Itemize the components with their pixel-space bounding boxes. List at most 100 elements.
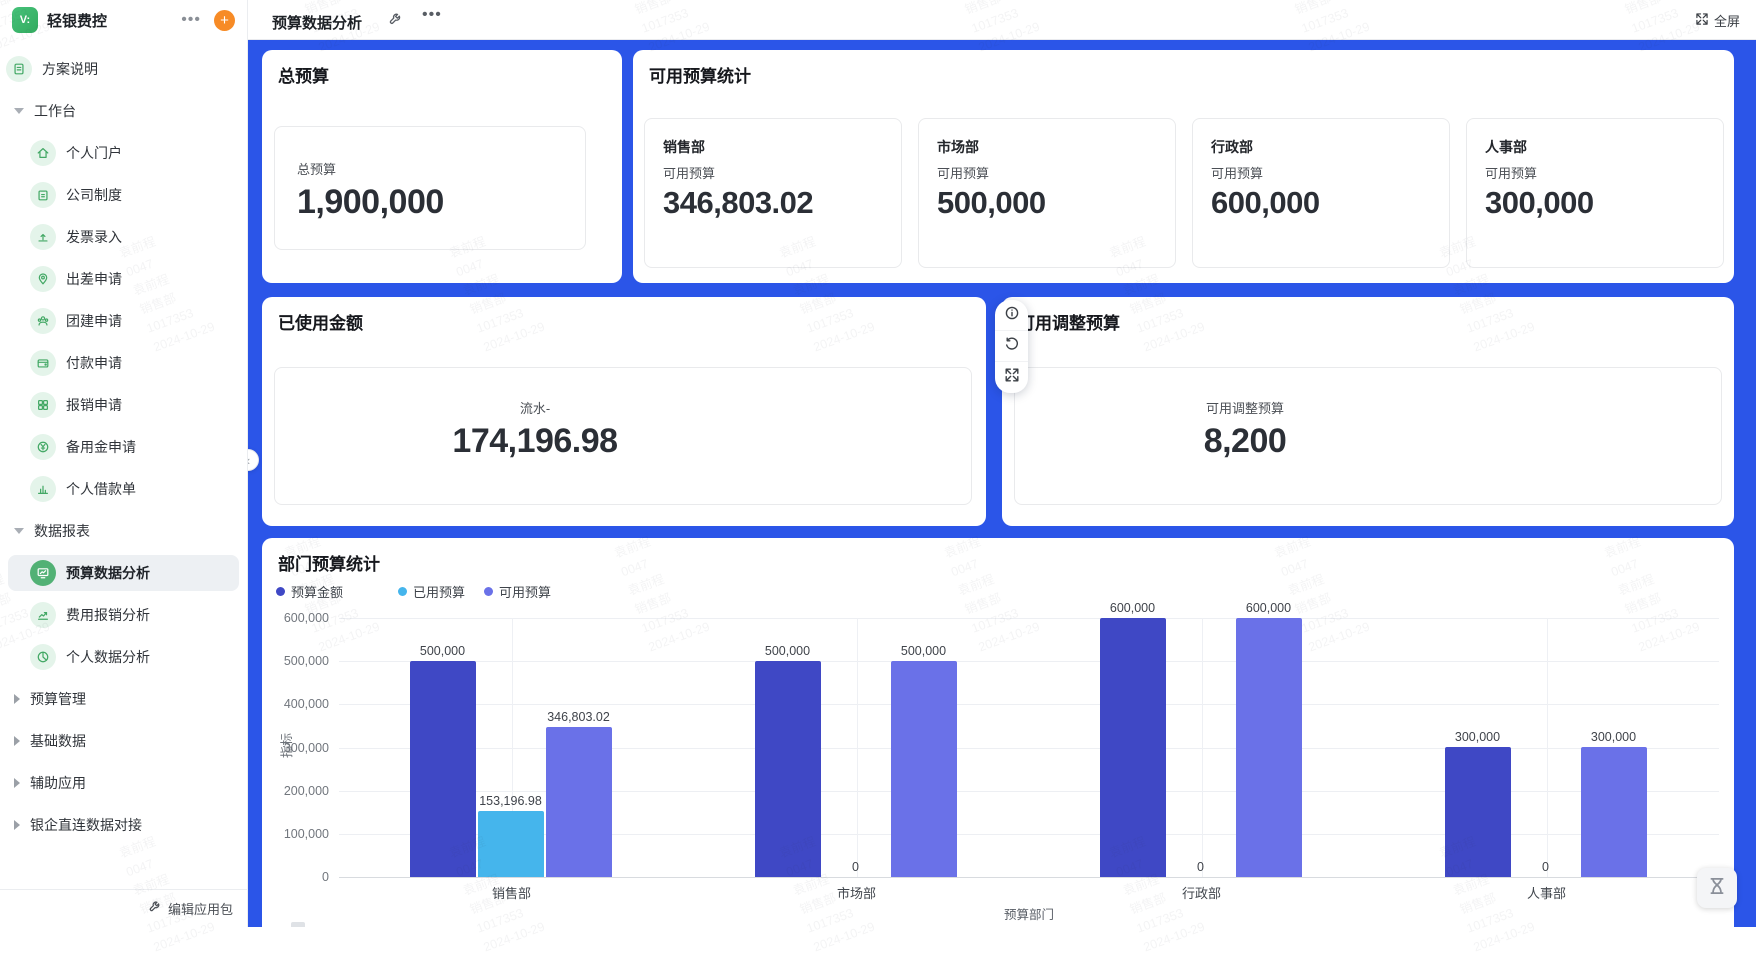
sidebar-item-label: 公司制度 — [66, 187, 122, 203]
doc-icon — [6, 56, 32, 82]
chevron-right-icon — [14, 736, 20, 746]
add-button[interactable]: + — [214, 9, 235, 31]
total-budget-stat-card: 总预算 1,900,000 — [274, 126, 586, 250]
chevron-right-icon — [14, 694, 20, 704]
sidebar-item-0-1[interactable]: 公司制度 — [0, 174, 247, 216]
sidebar-item-1-1[interactable]: 费用报销分析 — [0, 594, 247, 636]
sidebar-item-plan-description[interactable]: 方案说明 — [0, 48, 247, 90]
edit-app-package-label: 编辑应用包 — [167, 902, 233, 917]
sidebar-item-1-2[interactable]: 个人数据分析 — [0, 636, 247, 678]
sidebar-section-2[interactable]: 预算管理 — [0, 678, 247, 720]
sidebar-item-label: 费用报销分析 — [66, 607, 150, 623]
adjustable-budget-card: 可用调整预算 可用调整预算 8,200 — [1002, 297, 1734, 526]
topbar: 预算数据分析 ••• 全屏 — [248, 0, 1756, 40]
sidebar-item-label: 个人数据分析 — [66, 649, 150, 665]
sidebar-section-1[interactable]: 数据报表 — [0, 510, 247, 552]
dept-budget-chart-card: 部门预算统计 预算金额 已用预算 可用预算 600,000 500,000 400,00… — [262, 538, 1734, 927]
sidebar-section-3[interactable]: 基础数据 — [0, 720, 247, 762]
sidebar-section-label: 基础数据 — [30, 733, 86, 749]
app-logo-icon: V: — [12, 7, 38, 33]
legend-dot — [276, 587, 285, 596]
sidebar-item-label: 出差申请 — [66, 271, 122, 287]
dept-stat-value: 346,803.02 — [663, 185, 814, 220]
sidebar-section-4[interactable]: 辅助应用 — [0, 762, 247, 804]
sidebar-item-0-0[interactable]: 个人门户 — [0, 132, 247, 174]
pin-icon — [30, 266, 56, 292]
sidebar-item-0-8[interactable]: 个人借款单 — [0, 468, 247, 510]
used-amount-card: 已使用金额 流水- 174,196.98 — [262, 297, 986, 526]
dashboard: ‹ 总预算 总预算 1,900,000 可用预算统计 销售部可用预算346,80… — [248, 40, 1756, 927]
adjustable-budget-stat-card: 可用调整预算 8,200 — [1014, 367, 1722, 505]
legend-item-0[interactable]: 预算金额 — [276, 582, 343, 601]
bar-value-label: 0 — [1197, 860, 1204, 874]
legend-item-2[interactable]: 可用预算 — [484, 582, 551, 601]
people-icon — [30, 308, 56, 334]
sidebar-more-icon[interactable]: ••• — [181, 11, 201, 28]
clipboard-icon — [30, 182, 56, 208]
x-axis-line — [339, 877, 1719, 878]
adjustable-budget-stat-label: 可用调整预算 — [1205, 401, 1284, 416]
edit-app-package-button[interactable]: 编辑应用包 — [0, 889, 247, 927]
card-expand-button[interactable] — [995, 362, 1028, 393]
used-amount-stat-label: 流水- — [519, 401, 551, 416]
fullscreen-button[interactable]: 全屏 — [1695, 11, 1740, 30]
bar-value-label: 0 — [1542, 860, 1549, 874]
gridline — [339, 618, 1719, 619]
history-hourglass-button[interactable] — [1697, 868, 1737, 908]
x-tick-label: 销售部 — [491, 886, 531, 901]
card-info-button[interactable] — [995, 300, 1028, 331]
legend-label: 预算金额 — [291, 585, 344, 600]
chart-bars-icon — [30, 476, 56, 502]
total-budget-stat-label: 总预算 — [297, 162, 337, 177]
sidebar-section-5[interactable]: 银企直连数据对接 — [0, 804, 247, 846]
sidebar-section-0[interactable]: 工作台 — [0, 90, 247, 132]
sidebar-item-label: 预算数据分析 — [66, 565, 150, 581]
sidebar-item-0-4[interactable]: 团建申请 — [0, 300, 247, 342]
bar-可用预算-行政部 — [1235, 618, 1302, 877]
y-tick-label: 400,000 — [283, 697, 329, 712]
sidebar-item-0-7[interactable]: 备用金申请 — [0, 426, 247, 468]
bar-value-label: 300,000 — [1590, 730, 1637, 744]
adjustable-budget-card-title: 可用调整预算 — [1018, 314, 1120, 333]
x-tick-label: 市场部 — [836, 886, 876, 901]
gridline — [339, 661, 1719, 663]
chart-plot: 600,000 500,000 400,000 300,000 200,000 100,0… — [280, 601, 1719, 922]
chart-title: 部门预算统计 — [278, 555, 380, 574]
sidebar-item-0-6[interactable]: 报销申请 — [0, 384, 247, 426]
used-amount-card-title: 已使用金额 — [278, 314, 363, 333]
sidebar-item-0-3[interactable]: 出差申请 — [0, 258, 247, 300]
legend-item-1[interactable]: 已用预算 — [398, 582, 465, 601]
next-card-peek — [291, 922, 305, 927]
dept-stat-card: 销售部 可用预算 346,803.02 — [644, 118, 902, 268]
x-axis-title: 预算部门 — [1003, 908, 1054, 922]
bar-预算金额-行政部 — [1099, 618, 1166, 877]
total-budget-stat-value: 1,900,000 — [297, 183, 444, 221]
dept-stat-card: 市场部 可用预算 500,000 — [918, 118, 1176, 268]
dept-name: 市场部 — [937, 139, 979, 155]
gridline — [339, 704, 1719, 706]
sidebar-item-label: 团建申请 — [66, 313, 122, 329]
gridline — [339, 790, 1719, 792]
bar-预算金额-市场部 — [754, 661, 821, 877]
chevron-right-icon — [14, 778, 20, 788]
wrench-icon — [148, 900, 162, 917]
y-tick-label: 200,000 — [283, 783, 329, 798]
info-icon — [1004, 305, 1020, 326]
bar-value-label: 500,000 — [419, 644, 466, 658]
bar-可用预算-人事部 — [1580, 747, 1647, 877]
sidebar-item-label: 付款申请 — [66, 355, 122, 371]
trend-icon — [30, 602, 56, 628]
dept-stat-label: 可用预算 — [1485, 166, 1538, 181]
y-tick-label: 600,000 — [283, 611, 329, 625]
total-budget-card: 总预算 总预算 1,900,000 — [262, 50, 622, 283]
sidebar-item-0-2[interactable]: 发票录入 — [0, 216, 247, 258]
sidebar-item-1-0[interactable]: 预算数据分析 — [0, 552, 247, 594]
sidebar-collapse-handle[interactable]: ‹ — [248, 449, 259, 471]
legend-label: 可用预算 — [499, 585, 552, 600]
legend-dot — [398, 587, 407, 596]
page-more-icon[interactable]: ••• — [422, 6, 442, 23]
sidebar-item-0-5[interactable]: 付款申请 — [0, 342, 247, 384]
bar-可用预算-市场部 — [890, 661, 957, 877]
card-refresh-button[interactable] — [995, 331, 1028, 362]
page-edit-wrench-icon[interactable] — [388, 12, 403, 27]
